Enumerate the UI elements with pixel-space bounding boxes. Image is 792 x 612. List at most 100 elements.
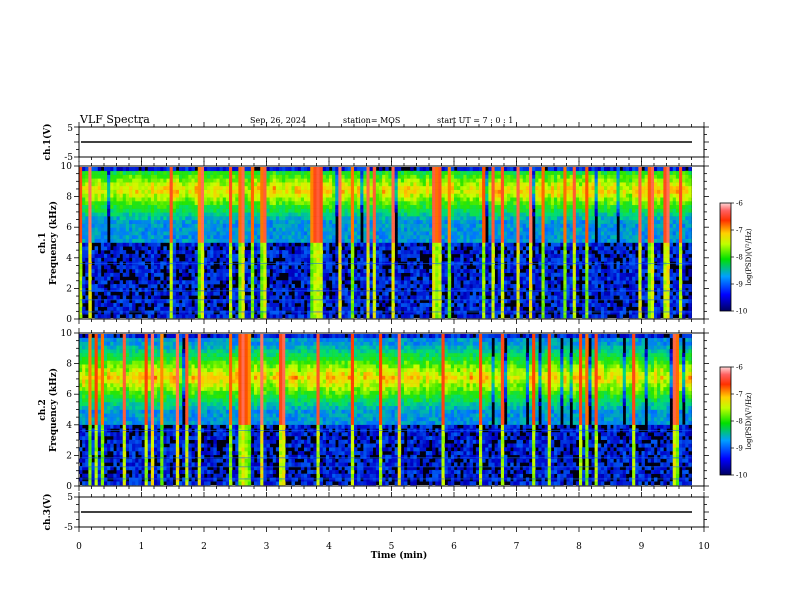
spectrogram-cell: [267, 303, 270, 307]
spectrogram-cell: [407, 246, 410, 250]
spectrogram-cell: [473, 239, 476, 243]
spectrogram-cell: [88, 175, 91, 179]
spectrogram-cell: [338, 224, 341, 228]
spectrogram-cell: [223, 216, 226, 220]
spectrogram-cell: [188, 209, 191, 213]
spectrogram-cell: [438, 280, 441, 284]
spectrogram-cell: [242, 250, 245, 254]
spectrogram-cell: [104, 224, 107, 228]
spectrogram-cell: [192, 220, 195, 224]
spectrogram-cell: [298, 314, 301, 318]
spectrogram-cell: [257, 288, 260, 292]
spectrogram-cell: [445, 280, 448, 284]
spectrogram-cell: [160, 307, 163, 311]
spectrogram-cell: [170, 292, 173, 296]
spectrogram-cell: [313, 186, 316, 190]
spectrogram-cell: [132, 307, 135, 311]
spectrogram-cell: [392, 231, 395, 235]
spectrogram-cell: [220, 212, 223, 216]
spectrogram-cell: [229, 186, 232, 190]
spectrogram-cell: [310, 216, 313, 220]
spectrogram-cell: [257, 212, 260, 216]
spectrogram-cell: [276, 178, 279, 182]
spectrogram-cell: [245, 182, 248, 186]
spectrogram-cell: [198, 303, 201, 307]
spectrogram-cell: [488, 254, 491, 258]
spectrogram-cell: [357, 193, 360, 197]
spectrogram-cell: [345, 295, 348, 299]
spectrogram-cell: [85, 167, 88, 171]
spectrogram-cell: [413, 190, 416, 194]
spectrogram-cell: [248, 205, 251, 209]
spectrogram-cell: [107, 178, 110, 182]
spectrogram-cell: [476, 175, 479, 179]
spectrogram-cell: [88, 254, 91, 258]
spectrogram-cell: [417, 182, 420, 186]
spectrogram-cell: [298, 292, 301, 296]
spectrogram-cell: [445, 171, 448, 175]
spectrogram-cell: [429, 288, 432, 292]
spectrogram-cell: [445, 307, 448, 311]
spectrogram-cell: [348, 269, 351, 273]
spectrogram-cell: [332, 201, 335, 205]
spectrogram-cell: [160, 273, 163, 277]
spectrogram-cell: [217, 171, 220, 175]
spectrogram-cell: [223, 273, 226, 277]
spectrogram-cell: [304, 227, 307, 231]
spectrogram-cell: [385, 193, 388, 197]
spectrogram-cell: [242, 227, 245, 231]
spectrogram-cell: [310, 235, 313, 239]
spectrogram-cell: [288, 205, 291, 209]
spectrogram-cell: [373, 171, 376, 175]
spectrogram-cell: [270, 205, 273, 209]
spectrogram-cell: [410, 193, 413, 197]
spectrogram-cell: [148, 227, 151, 231]
spectrogram-cell: [135, 216, 138, 220]
spectrogram-cell: [232, 295, 235, 299]
spectrogram-cell: [129, 205, 132, 209]
spectrogram-cell: [204, 190, 207, 194]
spectrogram-cell: [167, 284, 170, 288]
spectrogram-cell: [438, 201, 441, 205]
spectrogram-cell: [138, 186, 141, 190]
spectrogram-cell: [463, 288, 466, 292]
spectrogram-cell: [507, 307, 510, 311]
spectrogram-cell: [113, 235, 116, 239]
spectrogram-cell: [373, 239, 376, 243]
spectrogram-cell: [367, 212, 370, 216]
spectrogram-cell: [395, 167, 398, 171]
spectrogram-cell: [288, 167, 291, 171]
spectrogram-cell: [345, 220, 348, 224]
spectrogram-cell: [110, 235, 113, 239]
spectrogram-cell: [245, 250, 248, 254]
spectrogram-cell: [204, 175, 207, 179]
spectrogram-cell: [148, 303, 151, 307]
spectrogram-cell: [145, 227, 148, 231]
spectrogram-cell: [376, 276, 379, 280]
spectrogram-cell: [273, 209, 276, 213]
spectrogram-cell: [479, 258, 482, 262]
spectrogram-cell: [379, 276, 382, 280]
spectrogram-cell: [448, 314, 451, 318]
spectrogram-cell: [176, 239, 179, 243]
spectrogram-cell: [98, 186, 101, 190]
spectrogram-cell: [185, 254, 188, 258]
spectrogram-cell: [132, 193, 135, 197]
spectrogram-cell: [454, 310, 457, 314]
spectrogram-cell: [232, 190, 235, 194]
spectrogram-cell: [145, 212, 148, 216]
spectrogram-cell: [79, 178, 82, 182]
spectrogram-cell: [379, 265, 382, 269]
spectrogram-cell: [92, 205, 95, 209]
spectrogram-cell: [448, 250, 451, 254]
spectrogram-cell: [426, 280, 429, 284]
spectrogram-cell: [357, 295, 360, 299]
spectrogram-cell: [313, 254, 316, 258]
spectrogram-cell: [370, 295, 373, 299]
spectrogram-cell: [79, 167, 82, 171]
spectrogram-cell: [429, 258, 432, 262]
spectrogram-cell: [235, 212, 238, 216]
spectrogram-cell: [220, 276, 223, 280]
spectrogram-cell: [182, 280, 185, 284]
spectrogram-cell: [392, 307, 395, 311]
